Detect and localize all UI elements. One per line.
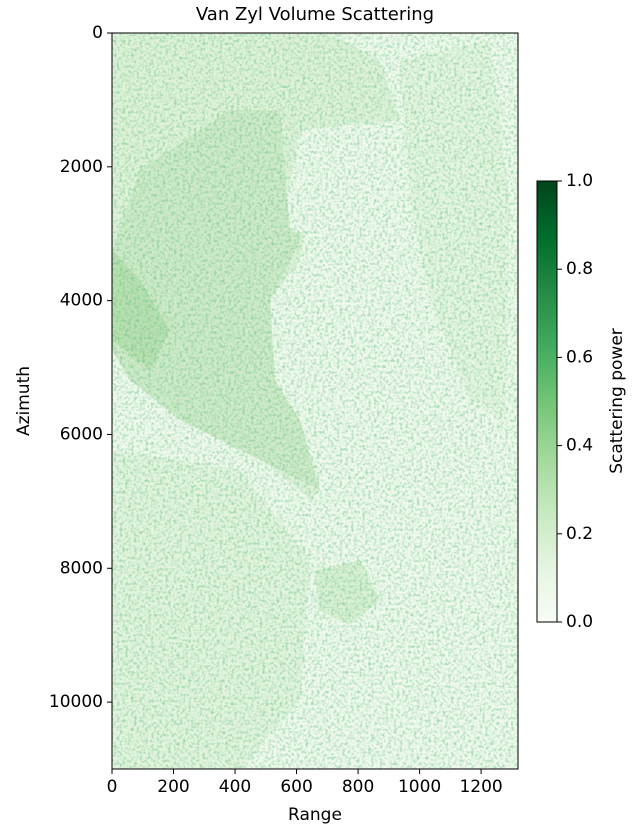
y-tick-label: 2000: [60, 157, 103, 177]
x-tick-label: 1000: [398, 777, 441, 797]
y-tick-label: 6000: [60, 424, 103, 444]
y-tick-label: 0: [92, 23, 103, 43]
x-tick-label: 0: [107, 777, 118, 797]
y-tick-label: 10000: [49, 692, 103, 712]
y-axis-label: Azimuth: [14, 366, 34, 436]
x-axis-label: Range: [288, 805, 342, 825]
x-tick-label: 600: [280, 777, 312, 797]
x-tick-label: 200: [157, 777, 189, 797]
colorbar-tick-label: 0.8: [566, 259, 593, 279]
colorbar-tick-label: 1.0: [566, 171, 593, 191]
x-tick-label: 400: [219, 777, 251, 797]
x-tick-label: 800: [342, 777, 374, 797]
x-tick-label: 1200: [459, 777, 502, 797]
image: [112, 33, 518, 769]
y-tick-label: 4000: [60, 291, 103, 311]
colorbar: [536, 180, 558, 623]
colorbar-tick-label: 0.2: [566, 524, 593, 544]
y-tick-label: 8000: [60, 558, 103, 578]
axes-frame: [111, 32, 519, 770]
colorbar-tick-label: 0.0: [566, 612, 593, 632]
colorbar-label: Scattering power: [607, 328, 627, 474]
colorbar-tick-label: 0.4: [566, 436, 593, 456]
chart-title: Van Zyl Volume Scattering: [196, 4, 434, 25]
colorbar-tick-label: 0.6: [566, 347, 593, 367]
